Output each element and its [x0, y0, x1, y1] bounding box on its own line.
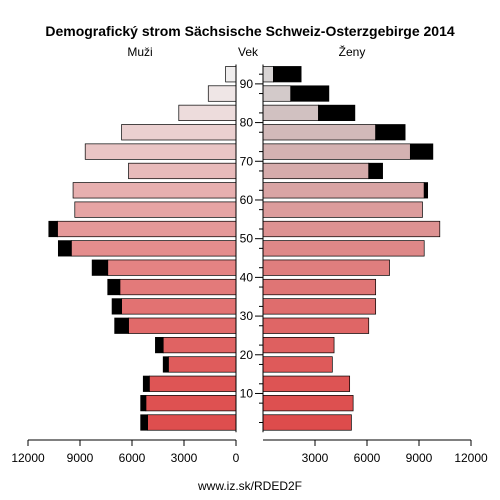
bar-men-35-39 — [119, 278, 237, 296]
bars-group — [48, 66, 441, 431]
bar-men-80-84 — [178, 104, 237, 122]
age-tick-label-20: 20 — [240, 348, 254, 362]
bar-women-80-84 — [262, 104, 319, 122]
bar-men-10-14 — [148, 375, 237, 392]
bar-men-90+ — [225, 66, 237, 83]
bar-women-60-64 — [262, 182, 425, 199]
x-tick-label-women-3000: 3000 — [302, 451, 329, 465]
age-tick-label-60: 60 — [240, 193, 254, 207]
age-tick-label-90: 90 — [240, 77, 254, 91]
x-tick-label-women-6000: 6000 — [354, 451, 381, 465]
bar-men-40-44 — [107, 259, 237, 276]
left-series-label: Muži — [127, 45, 152, 59]
bar-men-15-19 — [168, 356, 237, 373]
bar-men-surplus-35-39 — [107, 278, 121, 296]
age-tick-label-40: 40 — [240, 270, 254, 284]
chart-title: Demografický strom Sächsische Schweiz-Os… — [45, 23, 454, 39]
bar-men-surplus-15-19 — [162, 356, 169, 373]
bar-women-90+ — [262, 66, 274, 83]
bar-women-65-69 — [262, 162, 370, 180]
age-tick-label-10: 10 — [240, 386, 254, 400]
x-tick-label-men-0: 0 — [233, 451, 240, 465]
bar-women-20-24 — [262, 337, 335, 354]
x-tick-label-men-12000: 12000 — [11, 451, 45, 465]
bar-men-85-89 — [207, 85, 237, 102]
bar-men-surplus-25-29 — [114, 317, 129, 334]
bar-women-surplus-60-64 — [423, 182, 429, 199]
center-axis-label: Vek — [238, 45, 259, 59]
bar-men-surplus-0-4 — [140, 414, 148, 431]
bar-men-25-29 — [128, 317, 237, 334]
bar-women-15-19 — [262, 356, 333, 373]
bar-men-75-79 — [121, 124, 237, 141]
bar-men-30-34 — [121, 298, 237, 315]
bar-men-45-49 — [70, 240, 237, 257]
age-tick-label-30: 30 — [240, 309, 254, 323]
bar-men-60-64 — [72, 182, 237, 199]
x-tick-label-women-9000: 9000 — [406, 451, 433, 465]
bar-men-surplus-20-24 — [155, 337, 164, 354]
bar-men-surplus-30-34 — [111, 298, 122, 315]
bar-women-25-29 — [262, 317, 370, 334]
bar-women-surplus-75-79 — [375, 124, 406, 141]
bar-men-20-24 — [162, 337, 237, 354]
right-series-label: Ženy — [339, 44, 366, 59]
bar-women-surplus-70-74 — [409, 143, 434, 160]
x-tick-label-men-9000: 9000 — [67, 451, 94, 465]
bar-men-surplus-5-9 — [140, 395, 147, 412]
bar-men-0-4 — [147, 414, 237, 431]
age-tick-label-50: 50 — [240, 232, 254, 246]
age-tick-label-70: 70 — [240, 154, 254, 168]
bar-women-40-44 — [262, 259, 390, 276]
bar-men-5-9 — [145, 395, 237, 412]
bar-men-65-69 — [128, 162, 237, 180]
bar-women-55-59 — [262, 201, 423, 218]
bar-women-surplus-90+ — [273, 66, 302, 83]
bar-men-70-74 — [84, 143, 237, 160]
bar-women-0-4 — [262, 414, 352, 431]
bar-women-85-89 — [262, 85, 292, 102]
age-tick-label-80: 80 — [240, 116, 254, 130]
bar-men-surplus-50-54 — [48, 220, 58, 238]
bar-women-5-9 — [262, 395, 354, 412]
bar-men-surplus-10-14 — [142, 375, 150, 392]
bar-men-surplus-45-49 — [57, 240, 72, 257]
footer-url[interactable]: www.iz.sk/RDED2F — [197, 479, 302, 493]
bar-men-55-59 — [74, 201, 237, 218]
bar-women-75-79 — [262, 124, 377, 141]
bar-men-surplus-40-44 — [91, 259, 109, 276]
x-tick-label-women-12000: 12000 — [454, 451, 488, 465]
axes-group: 10 20 30 40 50 60 70 80 90 12000 9000 6000 3000 0 3000… — [11, 64, 488, 465]
bar-women-50-54 — [262, 220, 441, 238]
bar-women-35-39 — [262, 278, 377, 296]
bar-women-45-49 — [262, 240, 425, 257]
x-tick-label-men-3000: 3000 — [171, 451, 198, 465]
x-tick-label-men-6000: 6000 — [119, 451, 146, 465]
bar-women-10-14 — [262, 375, 351, 392]
bar-women-70-74 — [262, 143, 411, 160]
bar-women-surplus-80-84 — [318, 104, 356, 122]
bar-women-surplus-65-69 — [368, 162, 383, 180]
bar-women-30-34 — [262, 298, 377, 315]
bar-women-surplus-85-89 — [290, 85, 330, 102]
bar-men-50-54 — [57, 220, 237, 238]
